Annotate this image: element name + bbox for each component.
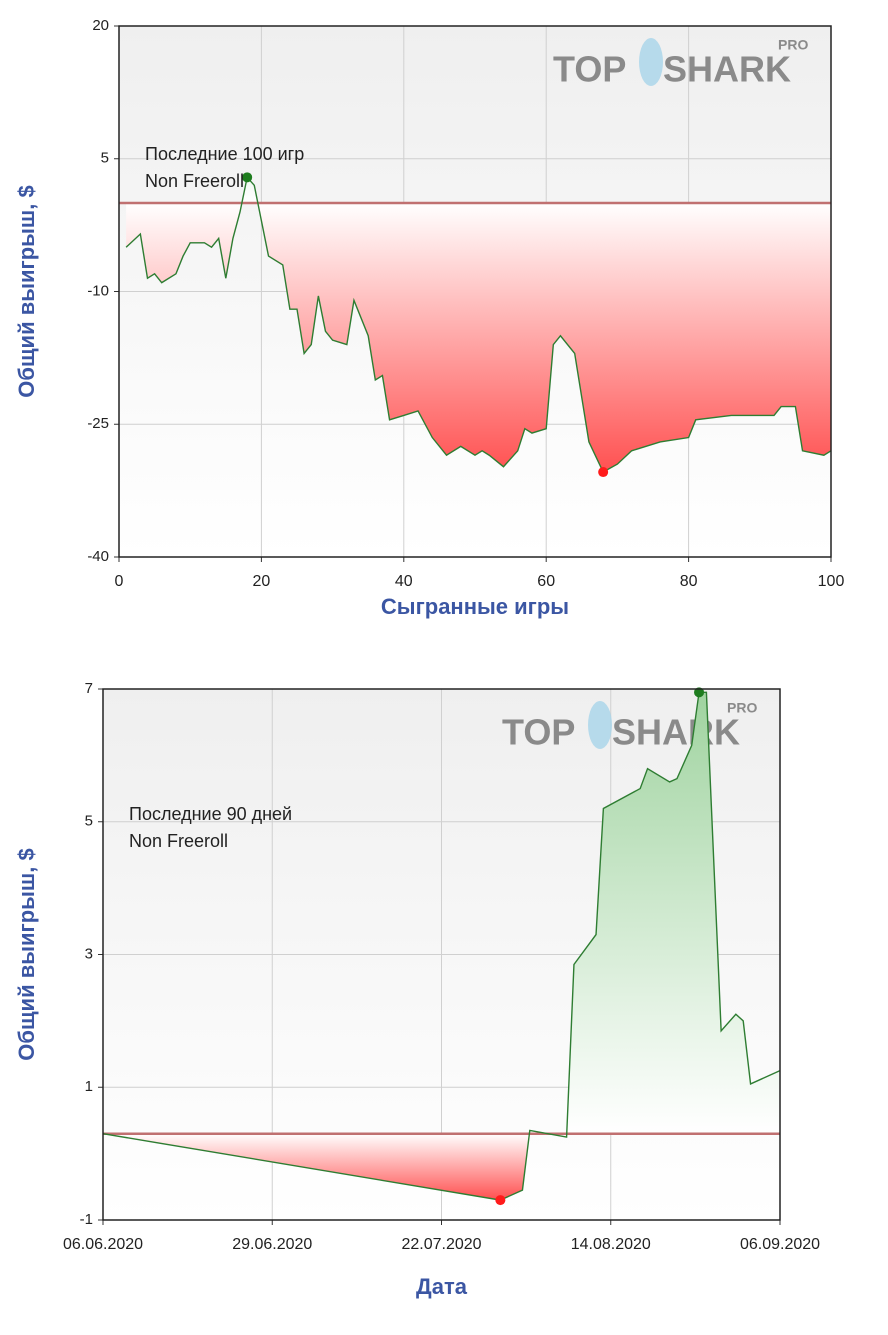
annotation: Non Freeroll [145, 171, 244, 191]
area-negative [103, 1133, 567, 1201]
annotation: Non Freeroll [129, 831, 228, 851]
annotation: Последние 90 дней [129, 804, 292, 824]
watermark: SHARK [663, 49, 791, 90]
x-tick-label: 0 [115, 573, 124, 590]
y-tick-label: 5 [101, 150, 109, 167]
x-tick-label: 22.07.2020 [401, 1236, 481, 1253]
y-tick-label: -1 [80, 1211, 93, 1228]
plot-frame [102, 688, 781, 1221]
watermark: TOP [553, 49, 626, 90]
x-tick-label: 100 [818, 573, 845, 590]
x-tick-label: 14.08.2020 [571, 1236, 651, 1253]
plot-frame [118, 25, 832, 558]
watermark-icon [588, 701, 612, 749]
area-positive [103, 692, 780, 1134]
y-tick-label: 20 [92, 17, 109, 34]
x-tick-label: 06.06.2020 [63, 1236, 143, 1253]
watermark: PRO [778, 37, 808, 53]
y-tick-label: -25 [87, 415, 109, 432]
line [102, 691, 781, 1201]
max-marker [242, 172, 253, 183]
y-tick-label: 5 [85, 813, 93, 830]
annotation: Последние 100 игр [145, 144, 304, 164]
max-marker [694, 687, 705, 698]
area-negative [126, 203, 831, 473]
y-tick-label: 7 [85, 680, 93, 697]
y-tick-label: 1 [85, 1078, 93, 1095]
line [125, 175, 832, 474]
x-axis-title: Дата [416, 1274, 468, 1299]
x-tick-label: 20 [253, 573, 271, 590]
min-marker [495, 1195, 506, 1206]
y-axis-title: Общий выигрыш, $ [14, 185, 39, 397]
y-tick-label: 3 [85, 945, 93, 962]
y-tick-label: -40 [87, 548, 109, 565]
x-tick-label: 29.06.2020 [232, 1236, 312, 1253]
x-tick-label: 40 [395, 573, 413, 590]
y-axis-title: Общий выигрыш, $ [14, 848, 39, 1060]
watermark-icon [639, 38, 663, 86]
x-tick-label: 60 [537, 573, 555, 590]
watermark: PRO [727, 700, 757, 716]
watermark: TOP [502, 712, 575, 753]
x-tick-label: 80 [680, 573, 698, 590]
watermark: SHARK [612, 712, 740, 753]
y-tick-label: -10 [87, 282, 109, 299]
x-axis-title: Сыгранные игры [381, 594, 569, 619]
min-marker [598, 467, 609, 478]
x-tick-label: 06.09.2020 [740, 1236, 820, 1253]
